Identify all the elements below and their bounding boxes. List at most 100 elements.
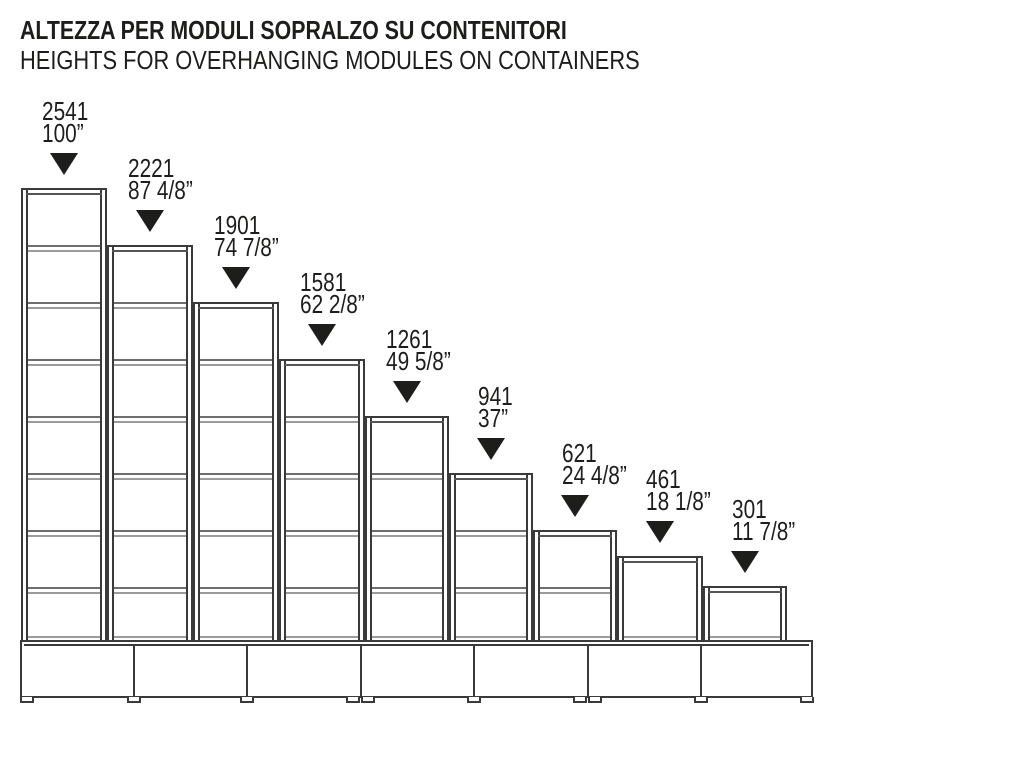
height-inches-text: 37” xyxy=(478,403,509,433)
side-panel-line xyxy=(26,190,28,640)
side-panel-line xyxy=(696,558,698,640)
side-panel-line xyxy=(442,418,444,640)
module-frame xyxy=(617,556,703,642)
shelf-line xyxy=(28,302,100,304)
height-inches-text: 74 7/8” xyxy=(214,232,279,262)
shelf-line xyxy=(28,530,100,532)
height-inches-label: 87 4/8” xyxy=(128,177,209,203)
shelf-line xyxy=(114,535,186,537)
side-panel-line xyxy=(198,304,200,640)
shelf-line xyxy=(372,587,442,589)
shelf-line xyxy=(28,478,100,480)
height-inches-label: 24 4/8” xyxy=(562,462,643,488)
bottom-panel-line xyxy=(372,636,442,638)
foot xyxy=(20,697,34,703)
shelf-line xyxy=(114,592,186,594)
base-divider xyxy=(473,646,475,696)
shelf-line xyxy=(114,587,186,589)
foot xyxy=(361,697,375,703)
module-frame xyxy=(193,302,279,642)
shelf-line xyxy=(28,245,100,247)
shelf-line xyxy=(286,592,358,594)
shelf-line xyxy=(286,530,358,532)
height-inches-label: 62 2/8” xyxy=(300,291,381,317)
page-title-english: HEIGHTS FOR OVERHANGING MODULES ON CONTA… xyxy=(20,47,758,73)
height-mm-label: 621 xyxy=(562,440,605,466)
shelf-line xyxy=(114,421,186,423)
shelf-line xyxy=(28,416,100,418)
shelf-line xyxy=(114,478,186,480)
height-mm-text: 461 xyxy=(646,464,681,494)
shelf-line xyxy=(28,592,100,594)
base-divider xyxy=(700,646,702,696)
bottom-panel-line xyxy=(286,636,358,638)
shelf-line xyxy=(28,359,100,361)
foot xyxy=(800,697,814,703)
height-mm-label: 2221 xyxy=(128,155,186,181)
shelf-line xyxy=(372,530,442,532)
height-mm-text: 1581 xyxy=(300,267,347,297)
bottom-panel-line xyxy=(540,636,610,638)
shelf-line xyxy=(372,478,442,480)
base-cabinet xyxy=(20,640,813,698)
height-inches-text: 49 5/8” xyxy=(386,346,451,376)
shelf-line xyxy=(456,587,526,589)
side-panel-line xyxy=(186,247,188,640)
shelf-line xyxy=(200,359,272,361)
shelf-line xyxy=(286,535,358,537)
module-frame xyxy=(703,586,787,642)
side-panel-line xyxy=(708,588,710,640)
bottom-panel-line xyxy=(200,636,272,638)
shelf-line xyxy=(372,473,442,475)
height-mm-text: 301 xyxy=(732,494,767,524)
height-inches-label: 49 5/8” xyxy=(386,348,467,374)
module-frame xyxy=(365,416,449,642)
shelf-line xyxy=(114,416,186,418)
side-panel-line xyxy=(780,588,782,640)
height-inches-label: 74 7/8” xyxy=(214,234,295,260)
down-arrow-icon xyxy=(50,153,78,175)
module-frame xyxy=(449,473,533,642)
down-arrow-icon xyxy=(393,381,421,403)
foot xyxy=(573,697,587,703)
shelf-line xyxy=(28,587,100,589)
shelf-line xyxy=(200,587,272,589)
module-frame xyxy=(533,530,617,642)
height-inches-label: 18 1/8” xyxy=(646,488,727,514)
bottom-panel-line xyxy=(710,636,780,638)
foot xyxy=(694,697,708,703)
shelf-line xyxy=(114,473,186,475)
shelf-line xyxy=(286,416,358,418)
bottom-panel-line xyxy=(28,636,100,638)
shelf-line xyxy=(28,535,100,537)
bottom-panel-line xyxy=(114,636,186,638)
shelf-line xyxy=(200,478,272,480)
shelf-line xyxy=(540,587,610,589)
down-arrow-icon xyxy=(222,267,250,289)
down-arrow-icon xyxy=(136,210,164,232)
height-mm-text: 621 xyxy=(562,438,597,468)
shelf-line xyxy=(456,592,526,594)
top-panel-line xyxy=(454,478,528,480)
height-inches-label: 100” xyxy=(42,120,94,146)
side-panel-line xyxy=(370,418,372,640)
down-arrow-icon xyxy=(477,438,505,460)
height-inches-text: 62 2/8” xyxy=(300,289,365,319)
shelf-line xyxy=(372,535,442,537)
down-arrow-icon xyxy=(646,521,674,543)
foot xyxy=(240,697,254,703)
top-panel-line xyxy=(284,364,360,366)
height-mm-label: 461 xyxy=(646,466,689,492)
shelf-line xyxy=(200,416,272,418)
height-mm-text: 1261 xyxy=(386,324,433,354)
page-title-italian-text: ALTEZZA PER MODULI SOPRALZO SU CONTENITO… xyxy=(20,15,567,45)
shelf-line xyxy=(114,302,186,304)
shelf-line xyxy=(28,307,100,309)
shelf-line xyxy=(114,307,186,309)
top-panel-line xyxy=(708,591,782,593)
shelf-line xyxy=(372,592,442,594)
top-panel-line xyxy=(26,193,102,195)
shelf-line xyxy=(114,364,186,366)
base-divider xyxy=(133,646,135,696)
